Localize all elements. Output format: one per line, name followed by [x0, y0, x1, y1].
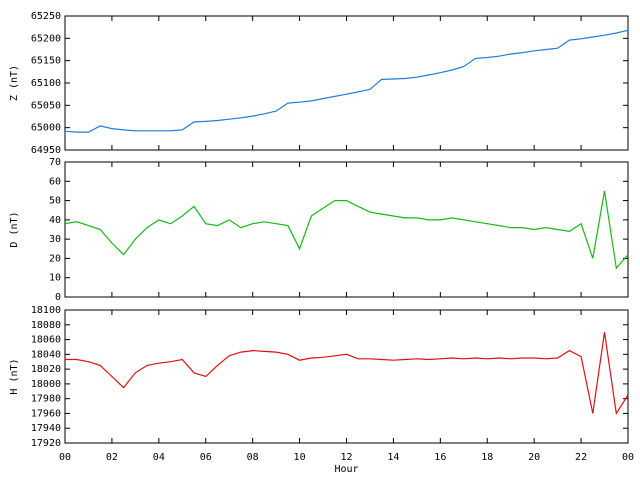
- y-tick-label: 18040: [31, 349, 61, 360]
- x-tick-label: 12: [340, 452, 352, 463]
- y-tick-label: 17960: [31, 408, 61, 419]
- y-tick-label: 40: [49, 215, 61, 226]
- y-tick-label: 10: [49, 273, 61, 284]
- y-tick-label: 60: [49, 176, 61, 187]
- x-axis-label: Hour: [334, 464, 358, 475]
- y-tick-label: 18100: [31, 305, 61, 316]
- y-tick-label: 18060: [31, 335, 61, 346]
- y-tick-label: 64950: [31, 145, 61, 156]
- y-tick-label: 18080: [31, 320, 61, 331]
- data-line: [64, 190, 629, 270]
- y-tick-label: 50: [49, 196, 61, 207]
- y-tick-label: 65000: [31, 123, 61, 134]
- x-tick-label: 22: [575, 452, 587, 463]
- y-tick-label: 30: [49, 234, 61, 245]
- y-tick-label: 65050: [31, 100, 61, 111]
- x-tick-label: 10: [294, 452, 306, 463]
- x-tick-label: 04: [153, 452, 165, 463]
- x-tick-label: 06: [200, 452, 212, 463]
- x-tick-label: 00: [59, 452, 71, 463]
- plot-frame: [64, 161, 629, 298]
- y-tick-label: 17980: [31, 394, 61, 405]
- y-axis-label: D (nT): [9, 211, 20, 247]
- data-line: [64, 29, 629, 133]
- x-tick-label: 14: [387, 452, 399, 463]
- y-tick-label: 65150: [31, 56, 61, 67]
- data-line: [65, 332, 629, 416]
- x-tick-label: 18: [481, 452, 493, 463]
- y-tick-label: 65100: [31, 78, 61, 89]
- x-tick-label: 02: [106, 452, 118, 463]
- x-tick-label: 00: [622, 452, 634, 463]
- y-axis-label: Z (nT): [9, 65, 20, 101]
- x-tick-label: 08: [247, 452, 259, 463]
- y-tick-label: 65250: [31, 11, 61, 22]
- x-tick-label: 16: [434, 452, 446, 463]
- y-tick-label: 65200: [31, 33, 61, 44]
- y-tick-label: 20: [49, 253, 61, 264]
- y-tick-label: 70: [49, 157, 61, 168]
- y-tick-label: 18020: [31, 364, 61, 375]
- plot-frame: [64, 309, 629, 444]
- x-tick-label: 20: [528, 452, 540, 463]
- y-tick-label: 17940: [31, 423, 61, 434]
- y-tick-label: 18000: [31, 379, 61, 390]
- y-tick-label: 17920: [31, 438, 61, 449]
- y-axis-label: H (nT): [9, 358, 20, 394]
- y-tick-label: 0: [55, 292, 61, 303]
- plot-frame: [64, 15, 629, 151]
